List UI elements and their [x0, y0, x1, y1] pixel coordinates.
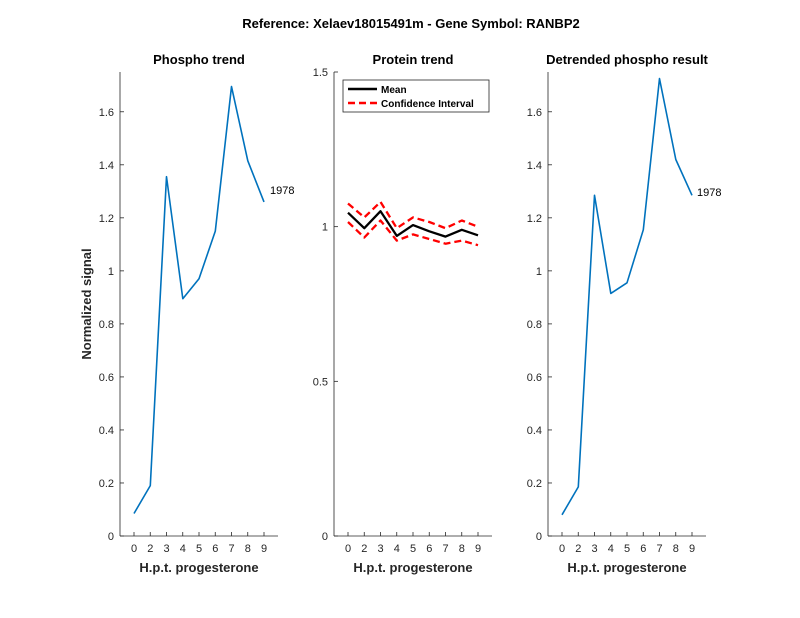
- y-tick-label: 0: [322, 531, 328, 543]
- series-line-data: [133, 85, 265, 514]
- x-tick-label: 7: [228, 543, 234, 555]
- legend-label-confidence-interval: Confidence Interval: [381, 99, 474, 110]
- x-tick-label: 5: [196, 543, 202, 555]
- x-tick-label: 0: [345, 543, 351, 555]
- y-tick-label: 0: [536, 531, 542, 543]
- panel-title: Detrended phospho result: [546, 52, 708, 67]
- y-tick-label: 1: [322, 222, 328, 234]
- series-line-confidence-interval-1: [347, 200, 479, 230]
- x-tick-label: 9: [475, 543, 481, 555]
- y-axis-label: Normalized signal: [79, 248, 94, 359]
- x-tick-label: 4: [394, 543, 400, 555]
- y-tick-label: 1.6: [527, 107, 542, 119]
- x-tick-label: 0: [559, 543, 565, 555]
- x-tick-label: 0: [131, 543, 137, 555]
- x-tick-label: 3: [377, 543, 383, 555]
- y-tick-label: 1.4: [99, 160, 114, 172]
- y-tick-label: 1.5: [313, 67, 328, 79]
- y-tick-label: 0.4: [527, 425, 542, 437]
- x-tick-label: 2: [147, 543, 153, 555]
- x-tick-label: 4: [608, 543, 614, 555]
- y-tick-label: 0.5: [313, 376, 328, 388]
- panel-title: Protein trend: [373, 52, 454, 67]
- y-tick-label: 1.6: [99, 107, 114, 119]
- series-line-data: [561, 77, 693, 516]
- x-tick-label: 7: [656, 543, 662, 555]
- y-tick-label: 1.2: [527, 213, 542, 225]
- x-axis-label: H.p.t. progesterone: [139, 560, 258, 575]
- legend: Mean Confidence Interval: [342, 79, 490, 113]
- x-tick-label: 8: [673, 543, 679, 555]
- figure-title: Reference: Xelaev18015491m - Gene Symbol…: [242, 16, 579, 31]
- legend-label-mean: Mean: [381, 85, 407, 96]
- x-tick-label: 6: [640, 543, 646, 555]
- panel-title: Phospho trend: [153, 52, 245, 67]
- x-tick-label: 9: [261, 543, 267, 555]
- x-tick-label: 4: [180, 543, 186, 555]
- y-tick-label: 0: [108, 531, 114, 543]
- x-tick-label: 8: [245, 543, 251, 555]
- y-tick-label: 0.8: [99, 319, 114, 331]
- x-axis-label: H.p.t. progesterone: [567, 560, 686, 575]
- x-tick-label: 3: [163, 543, 169, 555]
- y-tick-label: 1: [536, 266, 542, 278]
- panel-detrended-phospho-result: Detrended phospho result H.p.t. progeste…: [527, 52, 722, 575]
- x-axis-label: H.p.t. progesterone: [353, 560, 472, 575]
- x-tick-label: 6: [212, 543, 218, 555]
- series-line-mean: [347, 210, 479, 238]
- x-tick-label: 2: [361, 543, 367, 555]
- x-tick-label: 6: [426, 543, 432, 555]
- y-tick-label: 0.8: [527, 319, 542, 331]
- panel-protein-trend: Protein trend H.p.t. progesterone Mean C…: [313, 52, 492, 575]
- y-tick-label: 0.4: [99, 425, 114, 437]
- y-tick-label: 1.4: [527, 160, 542, 172]
- legend-box: [342, 79, 490, 113]
- y-tick-label: 0.2: [527, 478, 542, 490]
- x-tick-label: 8: [459, 543, 465, 555]
- panel-phospho-trend: Phospho trend H.p.t. progesterone Normal…: [79, 52, 294, 575]
- x-tick-label: 2: [575, 543, 581, 555]
- series-end-annotation: 1978: [270, 185, 294, 197]
- y-tick-label: 0.6: [527, 372, 542, 384]
- y-tick-label: 0.2: [99, 478, 114, 490]
- x-tick-label: 7: [442, 543, 448, 555]
- x-tick-label: 3: [591, 543, 597, 555]
- y-tick-label: 1: [108, 266, 114, 278]
- series-line-confidence-interval-2: [347, 219, 479, 247]
- x-tick-label: 5: [624, 543, 630, 555]
- y-tick-label: 0.6: [99, 372, 114, 384]
- series-end-annotation: 1978: [697, 187, 721, 199]
- y-tick-label: 1.2: [99, 213, 114, 225]
- x-tick-label: 9: [689, 543, 695, 555]
- x-tick-label: 5: [410, 543, 416, 555]
